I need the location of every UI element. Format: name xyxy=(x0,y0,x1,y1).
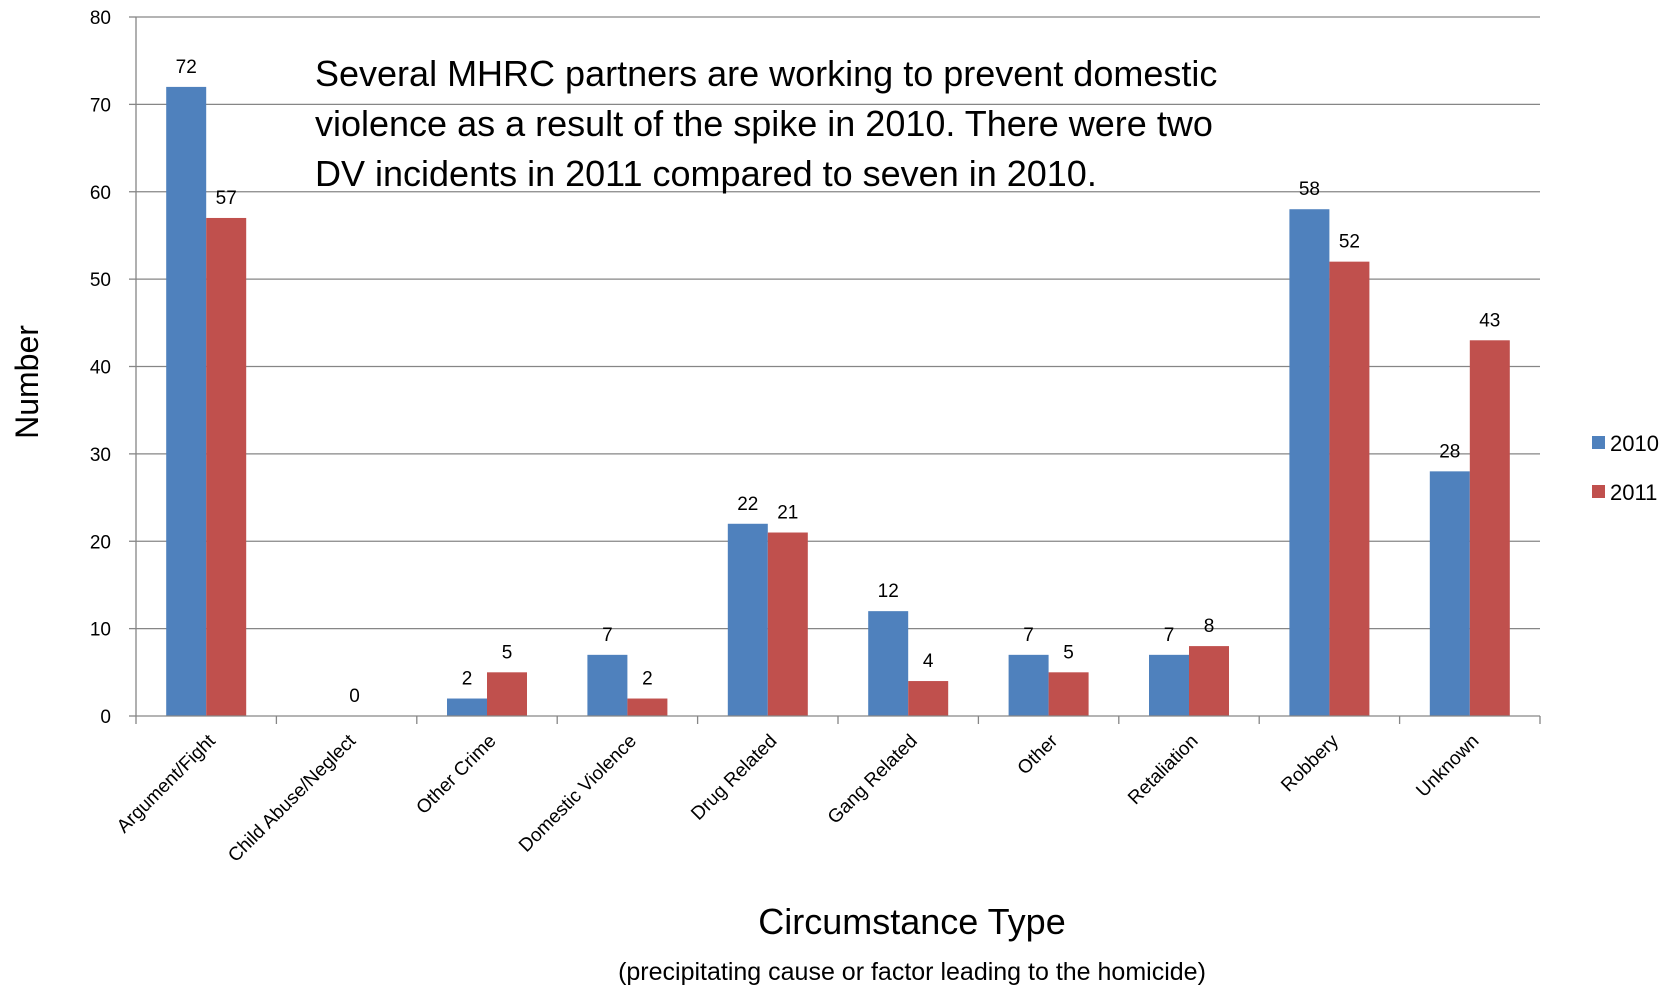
legend-swatch-2010 xyxy=(1592,436,1605,449)
x-tick-label: Argument/Fight xyxy=(113,730,220,837)
data-label: 0 xyxy=(349,686,360,707)
data-label: 2 xyxy=(642,669,653,690)
legend-item: 2011 xyxy=(1592,480,1657,505)
bar-2010 xyxy=(587,654,628,716)
legend: 2010 2011 xyxy=(1592,431,1659,505)
data-label: 72 xyxy=(176,57,197,78)
annotation-line: violence as a result of the spike in 201… xyxy=(315,103,1213,144)
y-tick-label: 70 xyxy=(90,95,111,116)
x-tick-label: Unknown xyxy=(1412,731,1483,802)
bar-2010 xyxy=(1008,654,1049,716)
y-tick-label: 80 xyxy=(90,8,111,29)
y-axis-title: Number xyxy=(9,325,45,439)
x-tick-label: Robbery xyxy=(1277,730,1343,796)
data-label: 8 xyxy=(1204,616,1215,637)
data-label: 7 xyxy=(1164,625,1175,646)
x-axis-subtitle: (precipitating cause or factor leading t… xyxy=(618,958,1206,986)
x-axis-title: Circumstance Type xyxy=(758,901,1065,942)
y-tick-label: 0 xyxy=(100,707,111,728)
bar-2011 xyxy=(1048,672,1089,716)
bar-2011 xyxy=(487,672,527,716)
data-label: 21 xyxy=(777,503,798,524)
y-tick-label: 30 xyxy=(90,445,111,466)
annotation-line: DV incidents in 2011 compared to seven i… xyxy=(315,153,1097,194)
legend-item: 2010 xyxy=(1592,431,1659,456)
grid-layer xyxy=(136,16,1540,630)
bar-2010 xyxy=(166,86,207,716)
x-tick-label: Child Abuse/Neglect xyxy=(224,730,360,866)
bar-2011 xyxy=(1329,261,1370,716)
legend-label: 2010 xyxy=(1610,431,1659,456)
bar-2011 xyxy=(767,532,808,716)
bar-2010 xyxy=(727,523,768,716)
data-label: 5 xyxy=(502,642,513,663)
x-tick-label: Gang Related xyxy=(824,731,922,829)
data-label: 58 xyxy=(1299,179,1320,200)
annotation-line: Several MHRC partners are working to pre… xyxy=(315,53,1217,94)
data-label: 43 xyxy=(1479,310,1500,331)
data-label: 2 xyxy=(462,669,473,690)
axis-layer xyxy=(129,16,1541,724)
data-label: 5 xyxy=(1063,642,1074,663)
bar-2011 xyxy=(1189,646,1229,716)
legend-swatch-2011 xyxy=(1592,485,1605,498)
bar-2010 xyxy=(447,698,487,716)
legend-label: 2011 xyxy=(1610,480,1657,505)
data-label: 7 xyxy=(1023,625,1034,646)
data-label: 4 xyxy=(923,651,934,672)
bar-2010 xyxy=(868,611,909,716)
data-label: 28 xyxy=(1439,441,1460,462)
data-label: 12 xyxy=(878,581,899,602)
bar-2011 xyxy=(1469,340,1510,716)
y-tick-label: 60 xyxy=(90,183,111,204)
annotation: Several MHRC partners are working to pre… xyxy=(315,53,1217,194)
bars-layer xyxy=(166,86,1510,716)
data-label: 52 xyxy=(1339,232,1360,253)
bar-2010 xyxy=(1149,654,1189,716)
y-tick-label: 40 xyxy=(90,358,111,379)
bar-2010 xyxy=(1429,471,1470,716)
y-tick-label: 10 xyxy=(90,620,111,641)
x-tick-label: Domestic Violence xyxy=(515,731,641,857)
data-label: 22 xyxy=(737,494,758,515)
bar-2011 xyxy=(206,217,247,716)
bar-2010 xyxy=(1289,209,1330,716)
x-tick-label: Drug Related xyxy=(687,731,781,825)
x-tick-label: Other Crime xyxy=(413,731,501,819)
data-label: 7 xyxy=(602,625,613,646)
data-label: 57 xyxy=(216,188,237,209)
bar-2011 xyxy=(627,698,668,716)
x-tick-label: Retaliation xyxy=(1124,731,1202,809)
y-tick-label: 20 xyxy=(90,532,111,553)
y-tick-label: 50 xyxy=(90,270,111,291)
x-tick-label: Other xyxy=(1014,730,1063,779)
bar-2011 xyxy=(908,681,949,716)
